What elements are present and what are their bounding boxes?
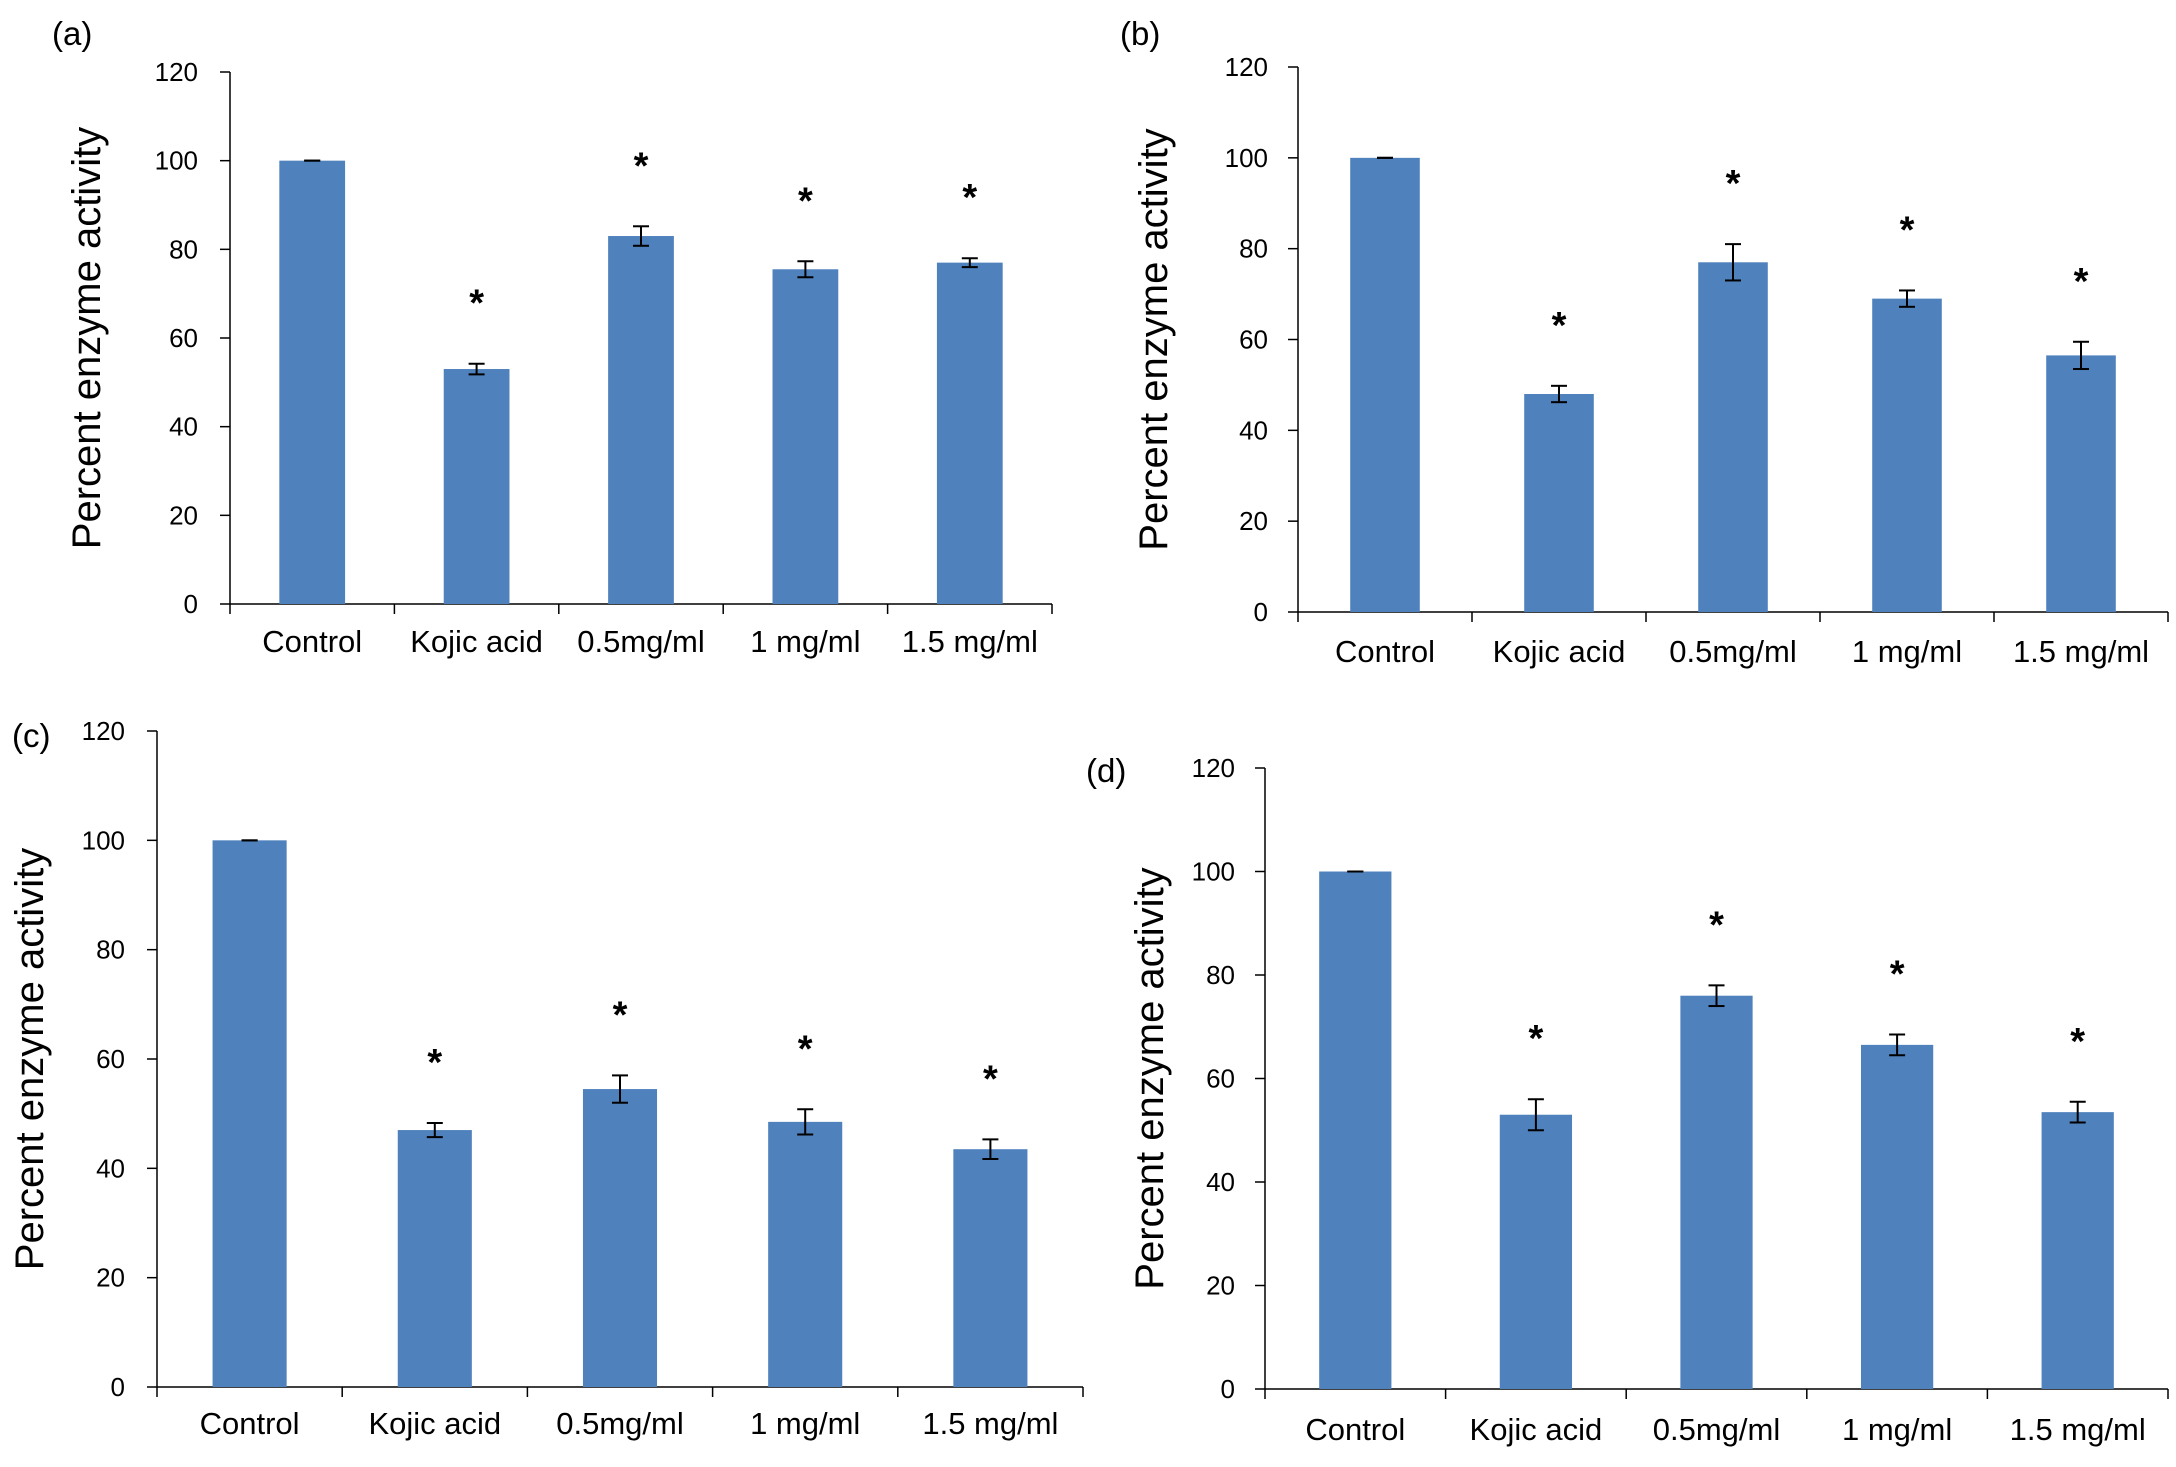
bar [768,1121,843,1387]
y-tick-label: 0 [1221,1374,1235,1404]
bar [1680,995,1753,1389]
y-axis-label: Percent enzyme activity [1128,867,1172,1289]
panel-label: (b) [1120,15,1160,52]
x-tick-label: Control [200,1406,300,1441]
bar [2041,1112,2114,1389]
bar [1860,1044,1934,1389]
y-tick-label: 40 [1206,1167,1235,1197]
x-tick-label: 1.5 mg/ml [2013,634,2149,669]
y-tick-label: 60 [1206,1064,1235,1094]
y-axis-label: Percent enzyme activity [65,127,109,549]
bar [2046,355,2116,612]
y-tick-label: 120 [155,57,198,87]
panel-label: (a) [52,15,92,52]
x-tick-label: 0.5mg/ml [1669,634,1796,669]
y-tick-label: 40 [169,412,198,442]
significance-marker: * [469,283,484,325]
x-tick-label: 1 mg/ml [1852,634,1962,669]
bar [1319,871,1392,1389]
y-tick-label: 100 [155,146,198,176]
bar [1524,394,1594,612]
bar [279,160,346,604]
y-tick-label: 120 [82,716,125,746]
x-tick-label: Control [1335,634,1435,669]
y-tick-label: 120 [1192,753,1235,783]
y-tick-label: 0 [184,589,198,619]
significance-marker: * [798,180,813,222]
y-tick-label: 20 [1239,506,1268,536]
y-tick-label: 0 [111,1372,125,1402]
y-axis-label: Percent enzyme activity [1132,128,1176,550]
significance-marker: * [798,1028,813,1070]
significance-marker: * [1552,305,1567,347]
x-tick-label: 0.5mg/ml [556,1406,683,1441]
y-tick-label: 40 [1239,415,1268,445]
bar [1499,1114,1573,1389]
bar [1698,262,1768,612]
significance-marker: * [1900,209,1915,251]
chart-panel-d: (d) Percent enzyme activity 0 20 40 60 80 100 12… [1086,752,2169,1447]
y-tick-label: 60 [169,323,198,353]
chart-panel-a: (a) Percent enzyme activity 0 20 40 60 80 100 12… [52,15,1053,659]
x-tick-label: 1 mg/ml [1842,1412,1952,1447]
significance-marker: * [1709,904,1724,946]
x-tick-label: Kojic acid [1493,634,1626,669]
chart-panel-c: (c) Percent enzyme activity 0 20 40 60 80 100 12… [8,716,1084,1441]
x-tick-label: 0.5mg/ml [1653,1412,1780,1447]
y-tick-label: 100 [1192,857,1235,887]
y-tick-label: 120 [1225,52,1268,82]
y-tick-label: 80 [169,234,198,264]
y-tick-label: 100 [82,825,125,855]
x-tick-label: 1 mg/ml [750,1406,860,1441]
significance-marker: * [1890,954,1905,996]
y-tick-label: 60 [1239,325,1268,355]
significance-marker: * [1529,1018,1544,1060]
bar [936,262,1003,604]
x-tick-label: 1.5 mg/ml [922,1406,1058,1441]
y-tick-label: 80 [1239,234,1268,264]
panel-label: (c) [12,717,50,754]
panel-label: (d) [1086,752,1126,789]
y-tick-label: 60 [96,1044,125,1074]
y-tick-label: 80 [1206,960,1235,990]
x-tick-label: 0.5mg/ml [577,624,704,659]
bar [397,1130,472,1387]
chart-panel-b: (b) Percent enzyme activity 0 20 40 60 80 100 12… [1120,15,2169,669]
significance-marker: * [427,1042,442,1084]
bar [953,1149,1028,1387]
significance-marker: * [634,145,649,187]
x-tick-label: Control [1305,1412,1405,1447]
significance-marker: * [1726,163,1741,205]
bar [443,369,510,604]
significance-marker: * [962,177,977,219]
y-tick-label: 40 [96,1153,125,1183]
y-tick-label: 80 [96,935,125,965]
x-tick-label: Kojic acid [1470,1412,1603,1447]
y-tick-label: 0 [1254,597,1268,627]
bar [212,840,287,1387]
significance-marker: * [983,1058,998,1100]
significance-marker: * [613,994,628,1036]
y-tick-label: 20 [1206,1271,1235,1301]
significance-marker: * [2070,1021,2085,1063]
bar [1872,298,1942,612]
significance-marker: * [2074,261,2089,303]
x-tick-label: 1.5 mg/ml [902,624,1038,659]
bar [608,236,674,605]
bar [1350,157,1420,613]
y-tick-label: 100 [1225,143,1268,173]
x-tick-label: 1 mg/ml [750,624,860,659]
y-tick-label: 20 [169,500,198,530]
x-tick-label: Kojic acid [410,624,543,659]
bar [772,269,839,604]
y-axis-label: Percent enzyme activity [8,848,52,1270]
x-tick-label: Kojic acid [368,1406,501,1441]
x-tick-label: Control [262,624,362,659]
y-tick-label: 20 [96,1263,125,1293]
x-tick-label: 1.5 mg/ml [2010,1412,2146,1447]
bar [582,1089,658,1387]
